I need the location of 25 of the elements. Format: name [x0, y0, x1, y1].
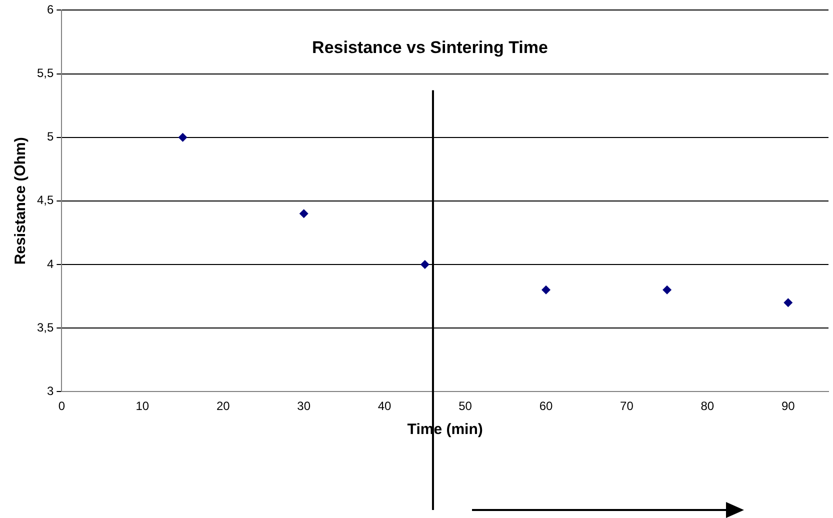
x-tick-label: 60	[539, 399, 553, 414]
x-tick-label: 20	[216, 399, 230, 414]
y-axis-title: Resistance (Ohm)	[12, 137, 30, 265]
point	[541, 285, 550, 294]
y-tick-label: 5,5	[36, 66, 54, 80]
y-tick-label: 6	[46, 2, 54, 17]
point	[662, 285, 672, 294]
y-tick-label: 3	[46, 384, 54, 398]
x-tick-label: 50	[458, 399, 472, 414]
point	[784, 298, 793, 308]
x-tick-label: 90	[781, 399, 796, 414]
text: Resistance vs Sintering Time	[312, 38, 548, 57]
y-tick-label: 5	[46, 130, 54, 144]
x-tick-label: 40	[378, 399, 392, 414]
x-tick-label: 80	[700, 399, 714, 414]
x-tick-label: 70	[620, 399, 634, 414]
y-tick-label: 4	[46, 256, 54, 271]
point	[178, 132, 188, 142]
x-tick-label: 0	[58, 399, 66, 414]
point	[299, 209, 308, 218]
y-tick-label: 3,5	[36, 320, 54, 334]
y-tick-label: 4,5	[36, 193, 54, 208]
x-tick-label: 10	[136, 399, 150, 414]
x-tick-label: 30	[297, 399, 311, 414]
point	[420, 260, 430, 269]
